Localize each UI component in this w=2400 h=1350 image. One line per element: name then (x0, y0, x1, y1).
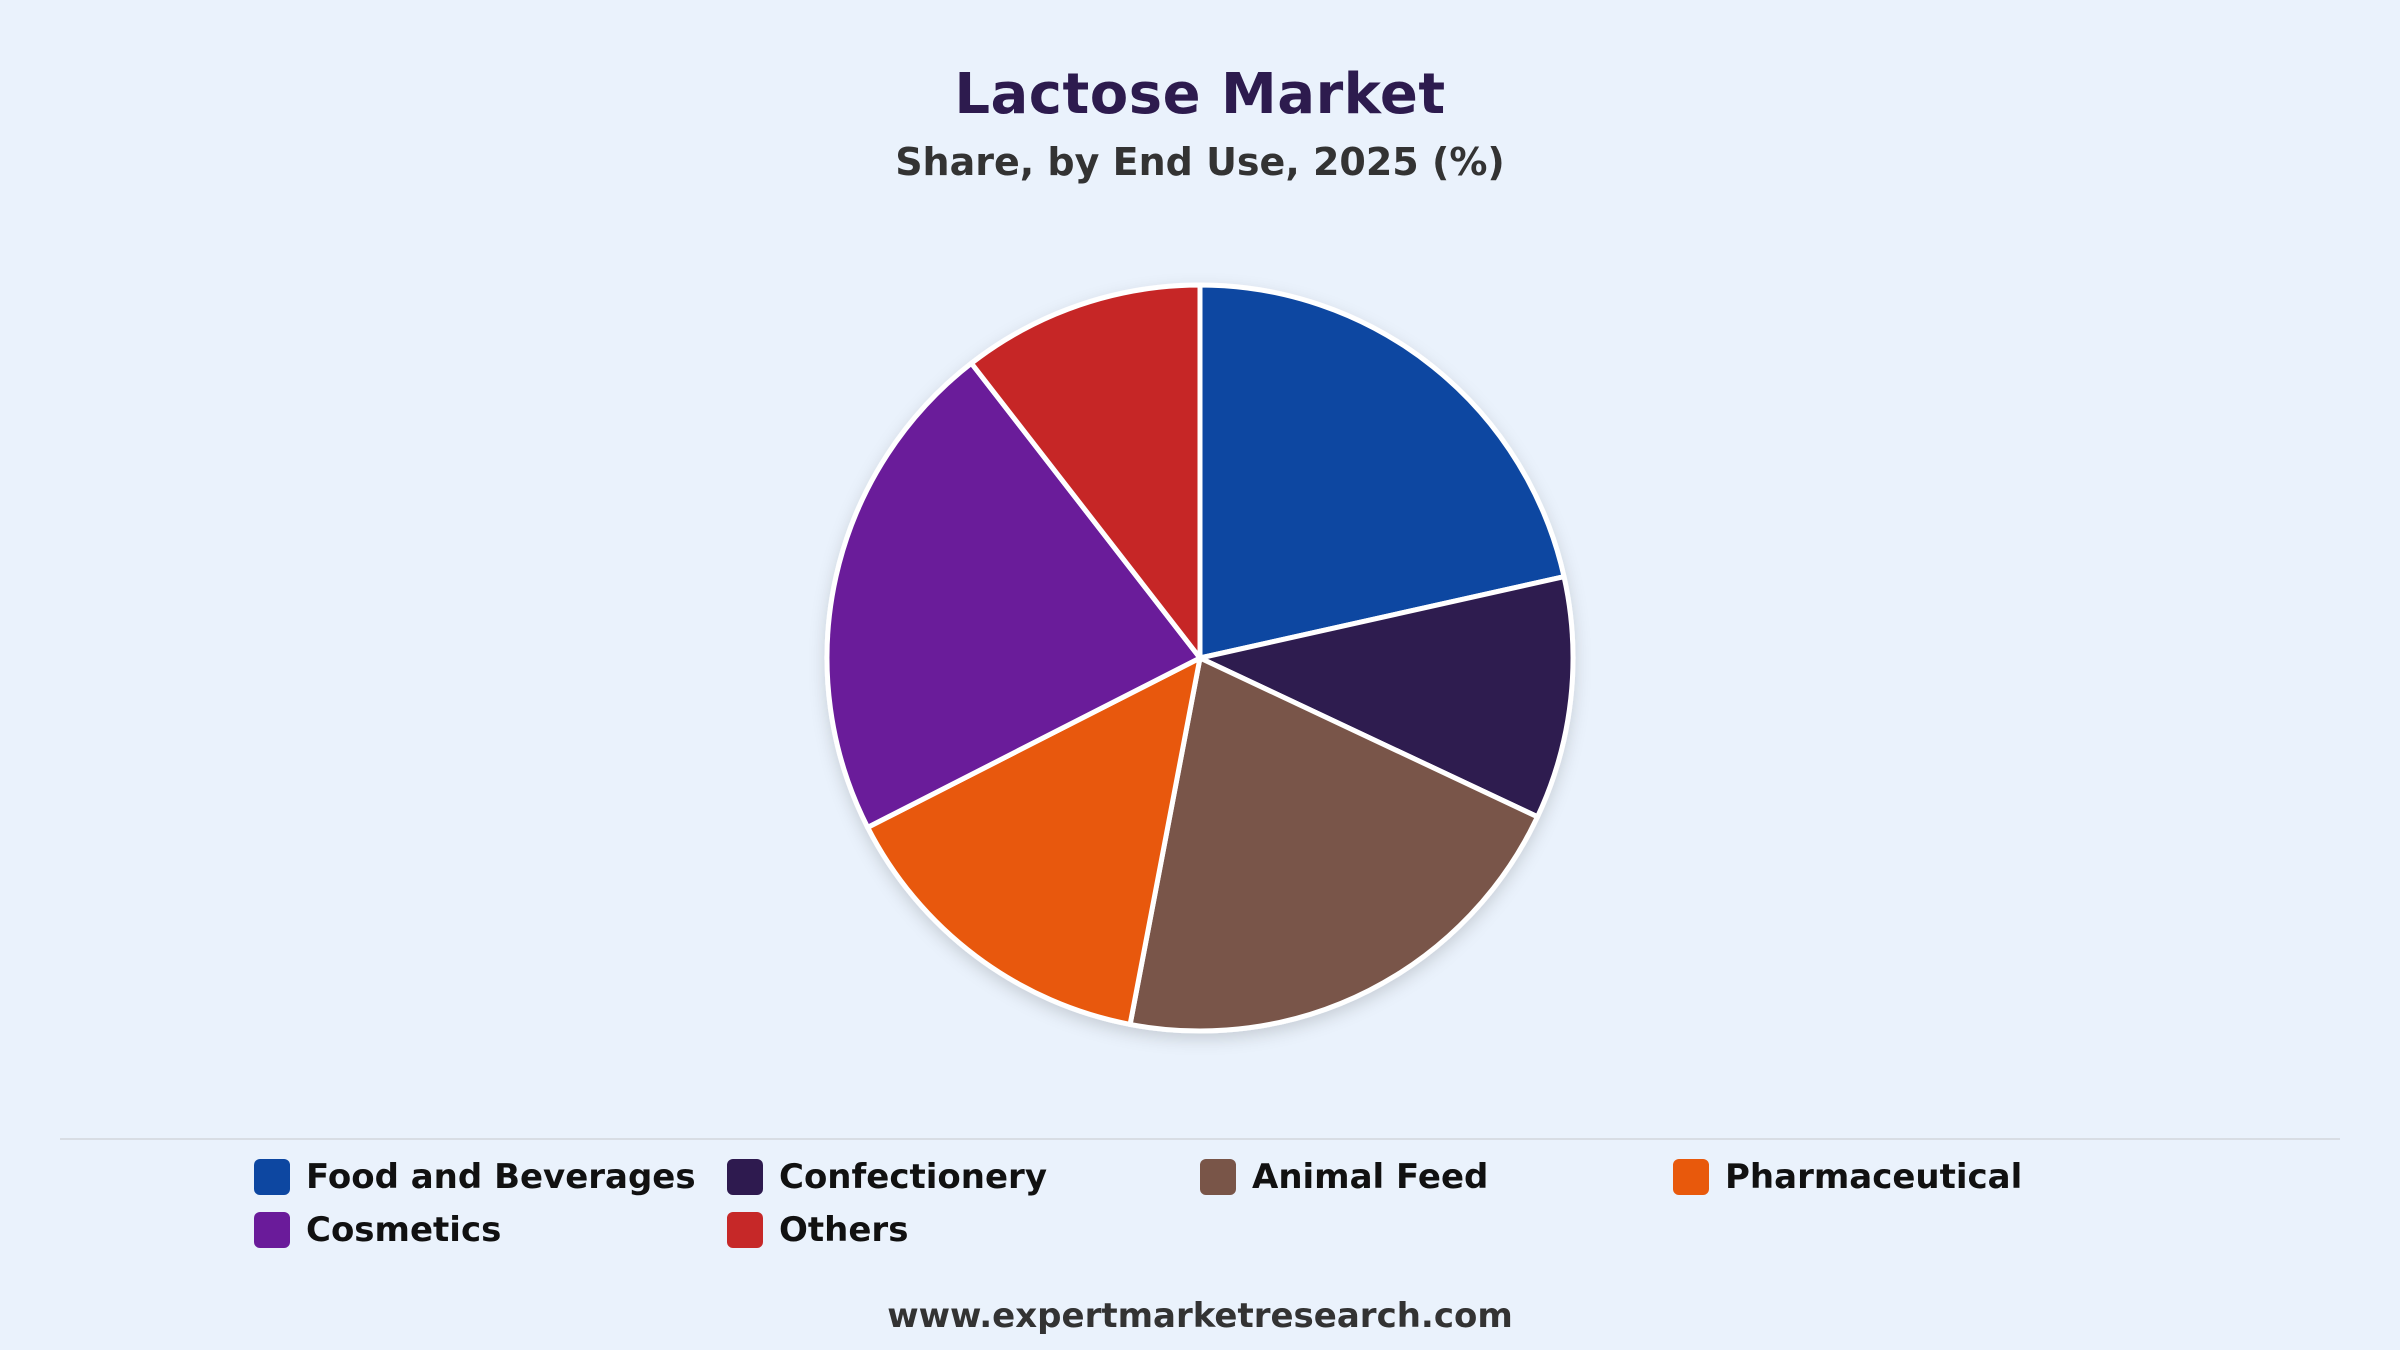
legend-label: Food and Beverages (306, 1157, 696, 1197)
legend-label: Pharmaceutical (1725, 1157, 2023, 1197)
pie-chart (824, 282, 1576, 1034)
pie-slice-animal-feed (1127, 655, 1540, 1034)
pie-slice-confectionery (1197, 574, 1576, 820)
chart-title: Lactose Market (954, 62, 1446, 127)
legend-label: Confectionery (779, 1157, 1047, 1197)
legend-item-pharmaceutical: Pharmaceutical (1673, 1155, 2022, 1199)
legend-item-others: Others (727, 1208, 908, 1252)
pie-slice-cosmetics (824, 360, 1203, 830)
legend-swatch (727, 1159, 763, 1195)
chart-subtitle: Share, by End Use, 2025 (%) (895, 140, 1505, 184)
legend-label: Cosmetics (306, 1210, 502, 1250)
pie-slice-others (968, 282, 1203, 661)
legend-swatch (1200, 1159, 1236, 1195)
legend-item-confectionery: Confectionery (727, 1155, 1047, 1199)
legend-swatch (1673, 1159, 1709, 1195)
footer-url: www.expertmarketresearch.com (887, 1296, 1513, 1336)
legend-label: Others (779, 1210, 909, 1250)
legend-divider (60, 1138, 2340, 1140)
legend-label: Animal Feed (1252, 1157, 1489, 1197)
legend-item-cosmetics: Cosmetics (254, 1208, 501, 1252)
legend-item-animal-feed: Animal Feed (1200, 1155, 1488, 1199)
pie-slice-food-and-beverages (1197, 282, 1567, 661)
legend-swatch (254, 1212, 290, 1248)
legend-swatch (727, 1212, 763, 1248)
legend-swatch (254, 1159, 290, 1195)
pie-slice-pharmaceutical (865, 655, 1203, 1027)
legend-item-food-and-beverages: Food and Beverages (254, 1155, 696, 1199)
